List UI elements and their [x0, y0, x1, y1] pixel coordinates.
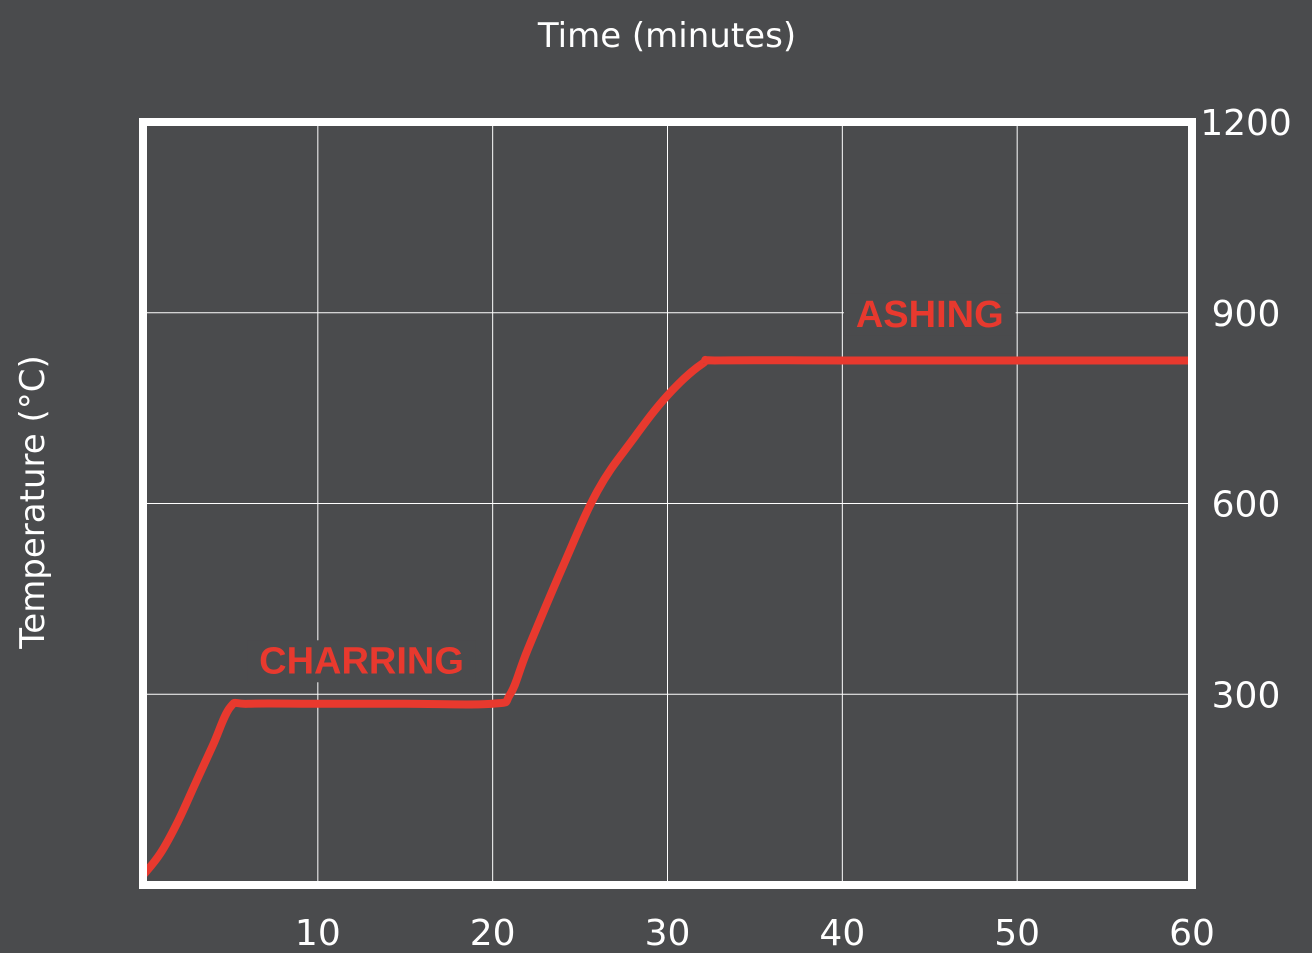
x-tick-label: 50 — [994, 913, 1040, 953]
grid-lines — [143, 122, 1192, 885]
annotation-background — [247, 640, 476, 683]
phase-label: CHARRING — [259, 640, 464, 682]
series-line — [139, 355, 1196, 880]
y-tick-labels: 300 600 900 1200 — [1200, 103, 1292, 716]
phase-label: ASHING — [856, 294, 1004, 336]
plot-frame — [139, 118, 1196, 889]
y-tick-label: 300 — [1212, 675, 1281, 716]
annotation-layer: CHARRING ASHING — [247, 293, 1016, 683]
x-tick-label: 10 — [295, 913, 341, 953]
y-tick-label: 900 — [1212, 294, 1281, 335]
x-tick-label: 30 — [645, 913, 691, 953]
phase-annotation: ASHING — [843, 293, 1016, 336]
annotation-background — [843, 293, 1016, 336]
x-axis-title: Time (minutes) — [537, 16, 796, 56]
y-tick-label: 600 — [1212, 485, 1281, 526]
x-tick-labels: 10 20 30 40 50 60 — [295, 913, 1215, 953]
y-tick-label: 1200 — [1200, 103, 1292, 144]
series-layer — [139, 355, 1196, 880]
y-axis-title: Temperature (°C) — [13, 355, 53, 649]
x-tick-label: 60 — [1169, 913, 1215, 953]
phase-annotation: CHARRING — [247, 640, 476, 683]
x-tick-label: 20 — [470, 913, 516, 953]
x-tick-label: 40 — [819, 913, 865, 953]
